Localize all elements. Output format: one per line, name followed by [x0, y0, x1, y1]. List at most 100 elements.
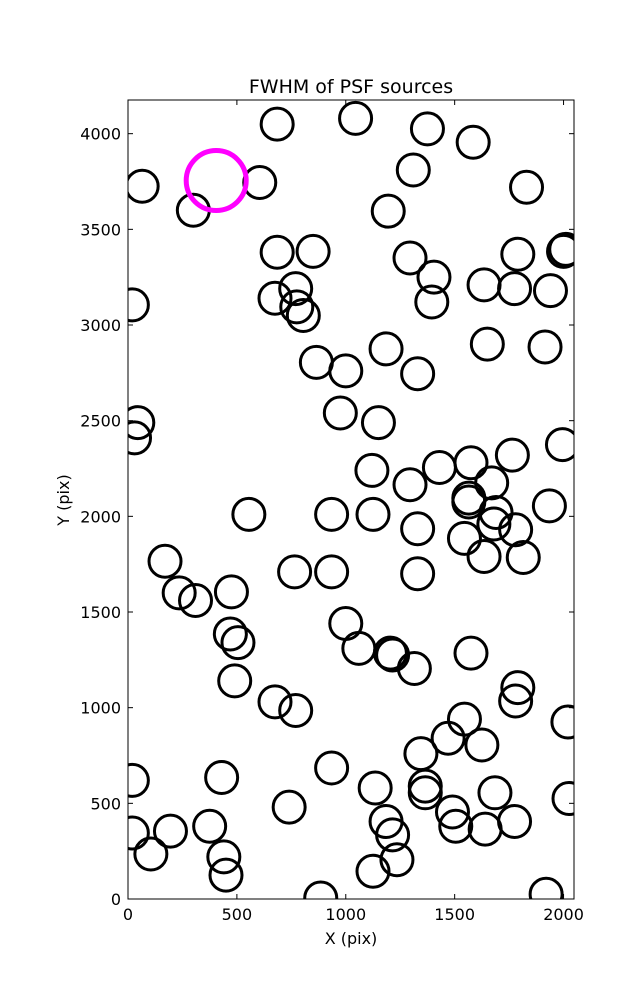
x-axis-label: X (pix)	[325, 929, 378, 948]
source-marker	[204, 760, 240, 796]
source-marker	[259, 106, 295, 142]
source-marker	[527, 329, 563, 365]
source-marker	[192, 808, 228, 844]
source-marker	[392, 240, 428, 276]
x-tick-label: 1000	[325, 905, 366, 924]
source-marker	[128, 405, 156, 441]
source-marker	[509, 169, 545, 205]
plot-frame	[127, 99, 575, 900]
source-marker	[147, 543, 183, 579]
source-marker	[548, 231, 574, 267]
source-marker	[128, 287, 150, 323]
source-marker	[498, 512, 534, 548]
y-tick-label: 2000	[80, 507, 121, 526]
source-marker	[474, 465, 510, 501]
y-tick-label: 4000	[80, 125, 121, 144]
source-marker	[400, 556, 436, 592]
source-marker	[466, 267, 502, 303]
source-marker	[400, 356, 436, 392]
source-marker	[303, 880, 339, 899]
source-marker	[477, 775, 513, 811]
source-marker	[528, 876, 564, 899]
source-marker	[212, 616, 248, 652]
y-tick-label: 1500	[80, 603, 121, 622]
source-marker	[295, 233, 331, 269]
source-marker	[497, 804, 533, 840]
source-marker	[259, 234, 295, 270]
source-marker	[466, 539, 502, 575]
source-marker	[407, 775, 443, 811]
x-tick-label: 500	[222, 905, 253, 924]
x-tick-label: 1500	[434, 905, 475, 924]
source-marker	[322, 395, 358, 431]
source-marker	[498, 683, 534, 719]
source-marker	[375, 817, 411, 853]
source-marker	[341, 630, 377, 666]
source-marker	[414, 284, 450, 320]
source-marker	[213, 574, 249, 610]
source-marker	[400, 511, 436, 547]
y-tick-label: 2500	[80, 412, 121, 431]
source-marker	[278, 693, 314, 729]
source-marker	[455, 124, 491, 160]
source-marker	[438, 808, 474, 844]
source-marker	[206, 839, 242, 875]
source-marker	[314, 554, 350, 590]
source-marker	[178, 583, 214, 619]
source-marker	[434, 794, 470, 830]
source-marker	[161, 575, 197, 611]
source-marker	[277, 554, 313, 590]
x-tick-label: 0	[123, 905, 133, 924]
source-marker	[257, 684, 293, 720]
source-marker	[298, 344, 334, 380]
source-marker	[497, 271, 533, 307]
source-marker	[550, 704, 574, 740]
source-marker	[285, 297, 321, 333]
source-marker	[360, 405, 396, 441]
y-tick-label: 1000	[80, 699, 121, 718]
source-marker	[453, 445, 489, 481]
y-axis: 0 500 1000 1500 2000 2500 3000 3500 4000	[80, 125, 574, 909]
source-marker	[546, 233, 574, 269]
source-marker	[370, 193, 406, 229]
source-marker	[328, 353, 364, 389]
source-marker	[355, 853, 391, 889]
source-marker	[409, 111, 445, 147]
source-marker	[551, 781, 574, 817]
source-marker	[354, 452, 390, 488]
source-marker	[476, 506, 512, 542]
source-marker	[217, 663, 253, 699]
source-marker	[396, 650, 432, 686]
source-marker	[328, 605, 364, 641]
source-marker	[392, 467, 428, 503]
source-marker	[494, 437, 530, 473]
source-marker	[152, 813, 188, 849]
source-marker	[395, 152, 431, 188]
source-marker	[128, 168, 160, 204]
source-marker	[257, 280, 293, 316]
source-marker	[500, 236, 536, 272]
source-marker	[469, 326, 505, 362]
source-marker	[220, 625, 256, 661]
y-tick-label: 500	[90, 794, 121, 813]
source-marker	[478, 495, 514, 531]
source-marker	[231, 496, 267, 532]
source-marker	[357, 770, 393, 806]
source-marker	[416, 259, 452, 295]
chart-title: FWHM of PSF sources	[249, 76, 453, 98]
highlighted-source-marker	[183, 148, 249, 214]
source-marker	[128, 762, 150, 798]
source-marker	[208, 857, 244, 893]
source-marker	[338, 100, 374, 136]
source-marker	[453, 635, 489, 671]
markers-layer	[128, 100, 574, 899]
source-marker	[279, 289, 315, 325]
source-marker	[355, 496, 391, 532]
source-marker	[464, 727, 500, 763]
source-marker	[403, 736, 439, 772]
source-marker	[271, 789, 307, 825]
source-marker	[128, 815, 150, 851]
source-marker	[430, 720, 466, 756]
source-marker	[500, 670, 536, 706]
